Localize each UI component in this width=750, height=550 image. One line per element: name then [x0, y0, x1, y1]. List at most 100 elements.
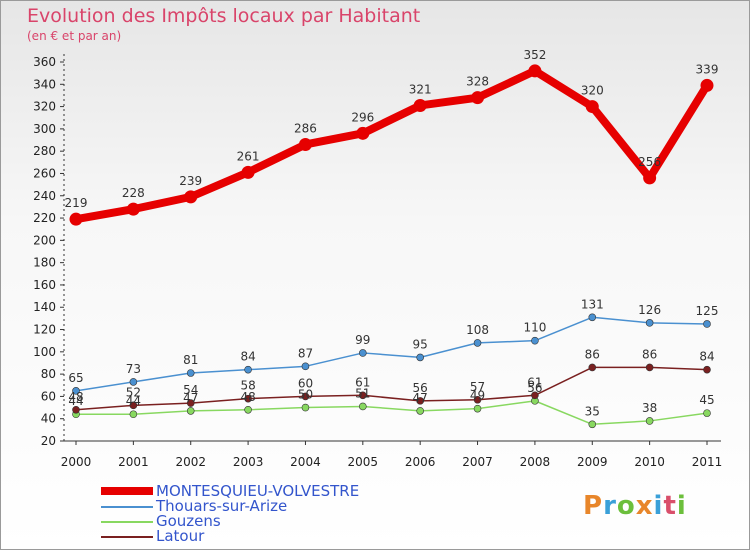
data-label: 286 [294, 121, 317, 135]
legend-swatch-latour [101, 536, 153, 538]
data-point [643, 171, 657, 185]
chart-title: Evolution des Impôts locaux par Habitant [27, 5, 421, 27]
y-tick-label: 160 [33, 278, 56, 292]
data-label: 320 [581, 84, 604, 98]
y-tick-label: 80 [41, 367, 56, 381]
y-tick-label: 120 [33, 323, 56, 337]
data-label: 58 [240, 379, 255, 393]
data-label: 47 [413, 391, 428, 405]
data-point [72, 405, 80, 414]
data-label: 81 [183, 353, 198, 367]
y-tick-label: 360 [33, 55, 56, 69]
data-label: 228 [122, 186, 145, 200]
x-tick-label: 2004 [290, 455, 321, 469]
data-label: 57 [470, 380, 485, 394]
data-label: 110 [523, 321, 546, 335]
series-line-1 [75, 316, 708, 392]
data-label: 86 [585, 347, 600, 361]
x-tick-label: 2003 [233, 455, 264, 469]
y-tick-label: 20 [41, 434, 56, 448]
data-point [359, 349, 367, 357]
data-label: 219 [65, 196, 88, 210]
data-label: 87 [298, 346, 313, 360]
legend-swatch-montesquieu [101, 487, 153, 495]
data-point [244, 394, 252, 403]
data-label: 108 [466, 323, 489, 337]
data-label: 131 [581, 297, 604, 311]
data-label: 35 [585, 404, 600, 418]
y-tick-label: 200 [33, 233, 56, 247]
data-label: 95 [413, 337, 428, 351]
data-point [700, 78, 714, 92]
series-line-0 [72, 66, 711, 224]
legend-swatch-gouzens [101, 521, 153, 523]
x-tick-label: 2005 [348, 455, 379, 469]
data-point [416, 397, 424, 405]
data-point [301, 392, 310, 401]
data-point [703, 320, 711, 328]
legend-label-latour: Latour [156, 527, 205, 545]
data-point [703, 409, 711, 417]
y-tick-label: 220 [33, 211, 56, 225]
data-label: 256 [638, 155, 661, 169]
data-point [301, 403, 310, 412]
y-tick-label: 40 [41, 412, 56, 426]
data-point [244, 405, 252, 414]
chart-subtitle: (en € et par an) [27, 29, 122, 43]
data-point [645, 363, 654, 372]
x-tick-label: 2002 [175, 455, 206, 469]
data-label: 61 [527, 375, 542, 389]
y-tick-label: 260 [33, 166, 56, 180]
data-point [473, 404, 482, 413]
data-label: 50 [298, 388, 313, 402]
data-label: 84 [699, 350, 714, 364]
legend-label-montesquieu: MONTESQUIEU-VOLVESTRE [156, 482, 360, 500]
y-tick-label: 100 [33, 345, 56, 359]
data-point [69, 212, 83, 226]
x-tick-label: 2011 [692, 455, 723, 469]
y-tick-label: 300 [33, 122, 56, 136]
data-label: 125 [696, 304, 719, 318]
data-label: 86 [642, 347, 657, 361]
data-point [298, 137, 312, 151]
data-point [186, 369, 195, 377]
data-label: 44 [68, 394, 83, 408]
data-label: 54 [183, 383, 198, 397]
data-label: 352 [523, 48, 546, 62]
data-label: 60 [298, 376, 313, 390]
data-point [129, 401, 138, 410]
data-point [645, 319, 654, 327]
data-label: 56 [527, 381, 542, 395]
data-label: 239 [179, 174, 202, 188]
data-label: 84 [240, 350, 255, 364]
data-point [471, 91, 485, 105]
data-label: 65 [68, 371, 83, 385]
data-point [473, 395, 482, 404]
data-point [585, 100, 599, 114]
data-label: 321 [409, 82, 432, 96]
data-point [416, 407, 424, 415]
data-label: 47 [183, 391, 198, 405]
data-point [588, 363, 597, 372]
y-tick-label: 180 [33, 256, 56, 270]
data-label: 51 [355, 386, 370, 400]
data-point [184, 190, 198, 204]
data-point [645, 417, 654, 425]
data-point [416, 353, 424, 362]
data-point [413, 98, 427, 112]
data-label: 61 [355, 375, 370, 389]
data-label: 44 [126, 394, 141, 408]
y-tick-label: 280 [33, 144, 56, 158]
data-label: 328 [466, 75, 489, 89]
proxiti-logo: Proxiti [583, 491, 687, 521]
legend-swatch-thouars [101, 506, 153, 508]
x-tick-label: 2001 [118, 455, 149, 469]
y-tick-label: 320 [33, 100, 56, 114]
series-line-2 [75, 400, 708, 426]
data-label: 126 [638, 303, 661, 317]
data-point [72, 387, 80, 395]
y-tick-label: 140 [33, 300, 56, 314]
data-point [531, 391, 539, 400]
